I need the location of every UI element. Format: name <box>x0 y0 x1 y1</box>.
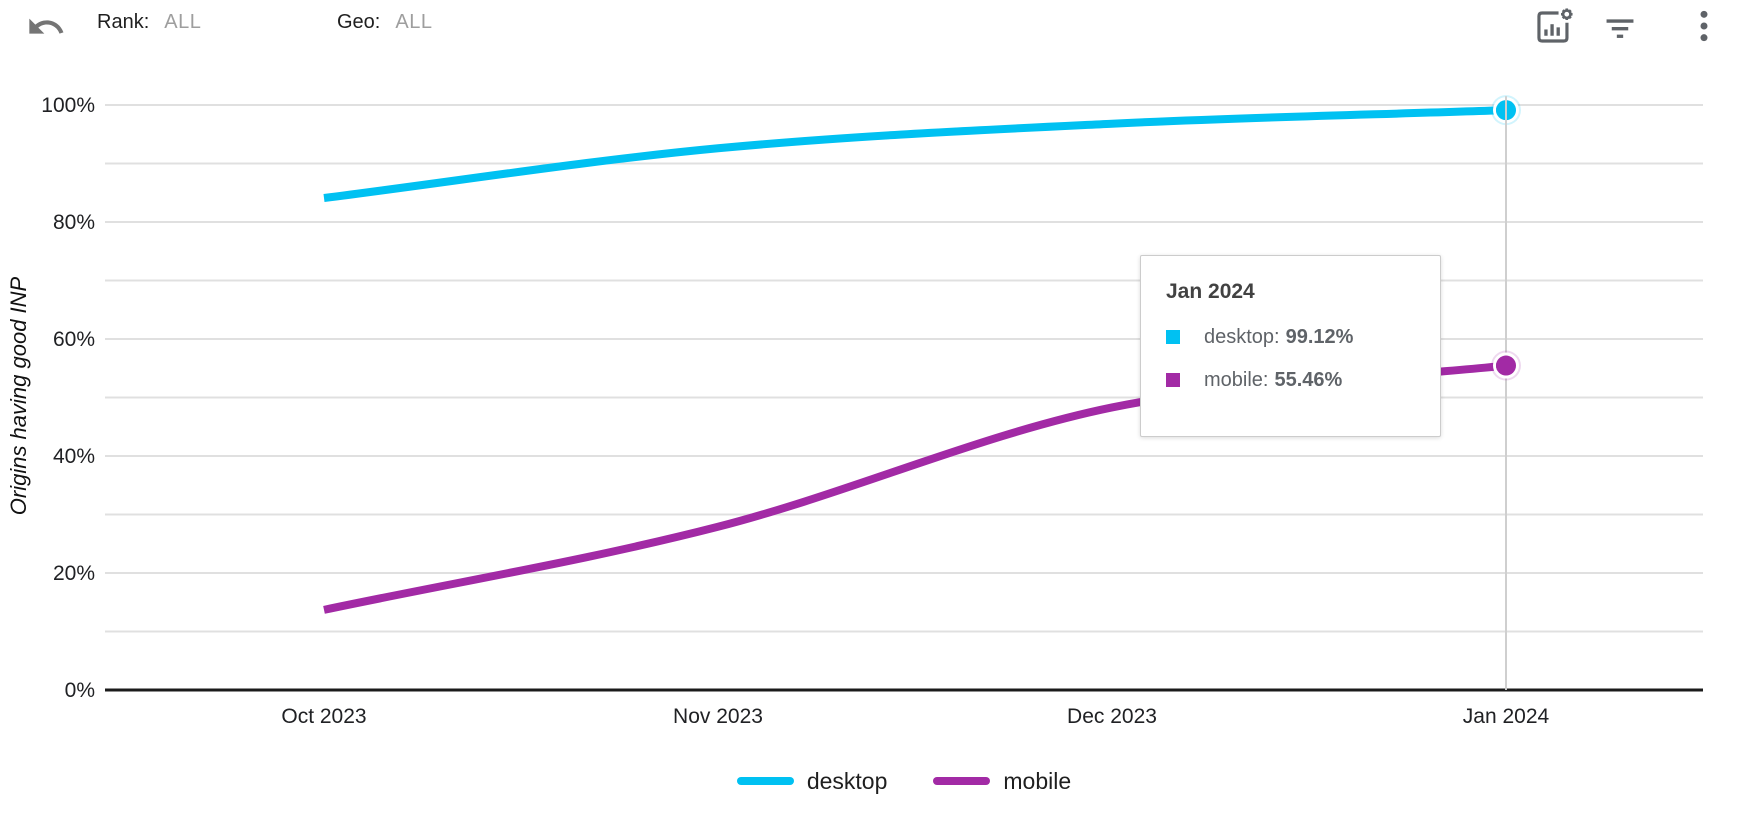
geo-label: Geo: <box>337 11 381 33</box>
tooltip-row-mobile: mobile: 55.46% <box>1166 366 1420 394</box>
y-tick-label: 0% <box>65 679 95 702</box>
y-tick-label: 80% <box>53 211 95 234</box>
tooltip-row-desktop: desktop: 99.12% <box>1166 323 1420 351</box>
y-tick-label: 40% <box>53 445 95 468</box>
rank-filter: Rank: ALL <box>97 11 201 34</box>
desktop-legend-swatch <box>736 777 794 785</box>
desktop-series-swatch <box>1166 330 1180 344</box>
y-tick-label: 60% <box>53 328 95 351</box>
more-options-button[interactable] <box>1684 6 1724 46</box>
y-axis-title: Origins having good INP <box>6 276 31 515</box>
more-options-icon <box>1684 10 1724 49</box>
y-axis-tick-labels: 100% 80% 60% 40% 20% 0% <box>41 94 95 702</box>
legend-item-desktop[interactable]: desktop <box>736 767 888 795</box>
tooltip-title: Jan 2024 <box>1166 280 1255 303</box>
x-tick-label: Jan 2024 <box>1463 705 1550 728</box>
filter-icon <box>1601 19 1639 51</box>
toolbar: Rank: ALL Geo: ALL <box>0 0 1752 56</box>
undo-icon <box>26 18 66 50</box>
tooltip-desktop-value: 99.12% <box>1285 326 1354 348</box>
mobile-series-swatch <box>1166 373 1180 387</box>
legend-item-mobile[interactable]: mobile <box>933 768 1071 795</box>
rank-label: Rank: <box>97 11 150 33</box>
rank-value[interactable]: ALL <box>164 11 202 33</box>
x-tick-label: Oct 2023 <box>281 705 366 728</box>
tooltip: Jan 2024 desktop: 99.12% mobile: 55.46% <box>1140 255 1441 437</box>
undo-button[interactable] <box>26 7 66 47</box>
tooltip-mobile-value: 55.46% <box>1274 369 1343 391</box>
geo-filter: Geo: ALL <box>337 11 432 34</box>
chart-settings-icon <box>1533 8 1575 51</box>
mobile-legend-label: mobile <box>1003 767 1072 794</box>
desktop-line[interactable] <box>323 106 1507 202</box>
y-tick-label: 20% <box>53 562 95 585</box>
filter-button[interactable] <box>1601 10 1639 48</box>
chart-settings-button[interactable] <box>1533 6 1575 48</box>
tooltip-mobile-label: mobile: <box>1204 369 1269 391</box>
tooltip-desktop-label: desktop: <box>1204 326 1280 348</box>
x-axis-tick-labels: Oct 2023 Nov 2023 Dec 2023 Jan 2024 <box>281 705 1549 728</box>
mobile-legend-swatch <box>933 777 991 785</box>
mobile-point[interactable] <box>1491 350 1521 381</box>
desktop-legend-label: desktop <box>806 767 888 794</box>
crosshair-and-points <box>1491 95 1521 690</box>
legend: desktop mobile <box>105 763 1703 799</box>
geo-value[interactable]: ALL <box>395 11 433 33</box>
x-tick-label: Dec 2023 <box>1067 705 1157 728</box>
y-tick-label: 100% <box>41 94 95 117</box>
x-tick-label: Nov 2023 <box>673 705 763 728</box>
